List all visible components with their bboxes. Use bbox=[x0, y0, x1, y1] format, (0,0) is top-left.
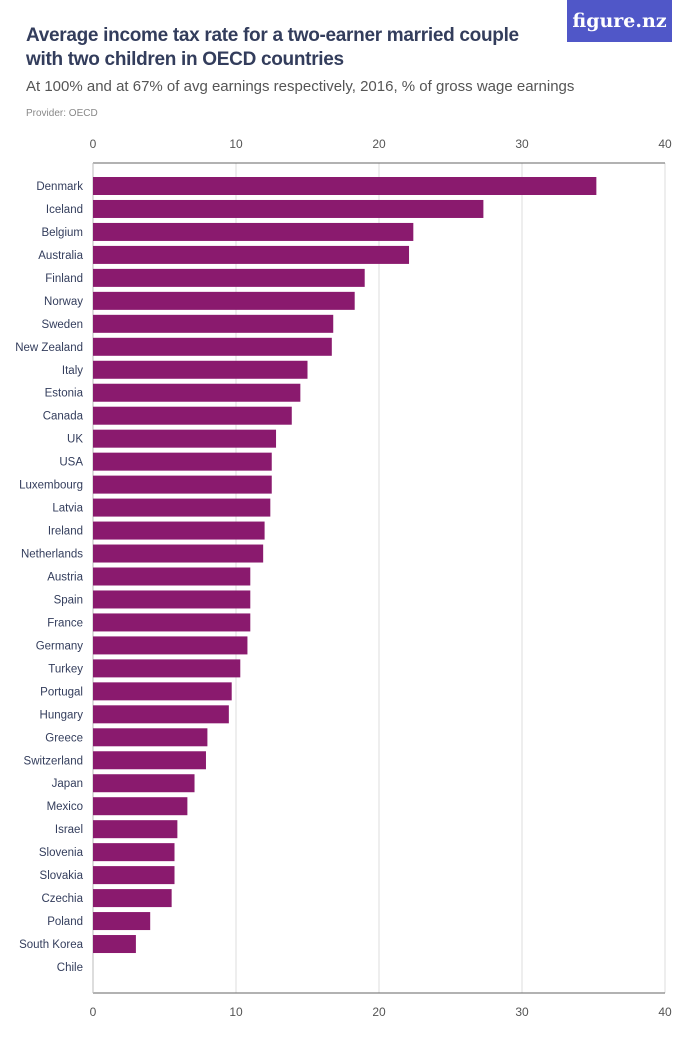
bar-switzerland bbox=[93, 751, 206, 770]
category-label: Estonia bbox=[45, 388, 84, 400]
category-label: Slovakia bbox=[40, 870, 84, 882]
category-label: Ireland bbox=[48, 526, 83, 538]
category-label: Norway bbox=[44, 296, 83, 308]
bar-greece bbox=[93, 728, 208, 747]
chart-title: Average income tax rate for a two-earner… bbox=[26, 25, 519, 70]
bar-norway bbox=[93, 291, 355, 310]
bar-israel bbox=[93, 820, 178, 839]
bar-finland bbox=[93, 268, 365, 287]
x-tick-label-bottom: 0 bbox=[90, 1005, 97, 1019]
category-label: Hungary bbox=[40, 709, 84, 721]
provider-label: Provider: OECD bbox=[26, 108, 98, 119]
x-tick-label-top: 10 bbox=[229, 137, 243, 151]
chart-subtitle: At 100% and at 67% of avg earnings respe… bbox=[26, 78, 575, 95]
bar-turkey bbox=[93, 659, 241, 678]
category-label: Luxembourg bbox=[19, 480, 83, 492]
category-label: Iceland bbox=[46, 204, 83, 216]
category-label: UK bbox=[67, 434, 83, 446]
bar-estonia bbox=[93, 383, 301, 402]
bar-ireland bbox=[93, 521, 265, 540]
bar-australia bbox=[93, 245, 410, 264]
figure-nz-logo[interactable]: figure.nz bbox=[567, 0, 672, 42]
bar-czechia bbox=[93, 889, 172, 908]
bar-mexico bbox=[93, 797, 188, 816]
bar-new-zealand bbox=[93, 337, 332, 356]
category-label: Turkey bbox=[48, 663, 83, 675]
x-tick-label-top: 0 bbox=[90, 137, 97, 151]
bar-poland bbox=[93, 912, 151, 931]
category-label: Sweden bbox=[41, 319, 83, 331]
category-label: Denmark bbox=[36, 181, 83, 193]
x-tick-label-bottom: 20 bbox=[372, 1005, 386, 1019]
bar-belgium bbox=[93, 222, 414, 241]
category-label: Mexico bbox=[47, 801, 83, 813]
category-label: Poland bbox=[47, 916, 83, 928]
bar-spain bbox=[93, 590, 251, 609]
bar-france bbox=[93, 613, 251, 632]
bar-south-korea bbox=[93, 935, 136, 954]
category-label: Japan bbox=[52, 778, 83, 790]
x-tick-label-top: 30 bbox=[515, 137, 529, 151]
bar-netherlands bbox=[93, 544, 264, 563]
bar-latvia bbox=[93, 498, 271, 517]
category-label: South Korea bbox=[19, 939, 84, 951]
category-label: Finland bbox=[45, 273, 83, 285]
category-label: Chile bbox=[57, 962, 83, 974]
category-label: Netherlands bbox=[21, 549, 83, 561]
category-label: Latvia bbox=[52, 503, 83, 515]
x-tick-label-top: 40 bbox=[658, 137, 672, 151]
bar-hungary bbox=[93, 705, 229, 724]
bar-portugal bbox=[93, 682, 232, 701]
bar-italy bbox=[93, 360, 308, 379]
bar-usa bbox=[93, 452, 272, 471]
x-tick-label-bottom: 30 bbox=[515, 1005, 529, 1019]
category-label: Spain bbox=[54, 594, 83, 606]
bar-uk bbox=[93, 429, 277, 448]
category-label: Austria bbox=[47, 572, 83, 584]
category-label: Slovenia bbox=[39, 847, 84, 859]
bar-germany bbox=[93, 636, 248, 655]
x-tick-label-bottom: 10 bbox=[229, 1005, 243, 1019]
bar-austria bbox=[93, 567, 251, 586]
category-label: Israel bbox=[55, 824, 83, 836]
category-label: USA bbox=[59, 457, 83, 469]
category-label: Canada bbox=[43, 411, 84, 423]
category-label: Italy bbox=[62, 365, 83, 377]
category-label: Australia bbox=[38, 250, 83, 262]
category-label: Portugal bbox=[40, 686, 83, 698]
x-tick-label-bottom: 40 bbox=[658, 1005, 672, 1019]
bar-slovakia bbox=[93, 866, 175, 885]
bar-slovenia bbox=[93, 843, 175, 862]
category-label: Germany bbox=[36, 640, 84, 652]
category-label: Belgium bbox=[41, 227, 83, 239]
bar-denmark bbox=[93, 177, 597, 195]
category-label: New Zealand bbox=[15, 342, 83, 354]
bar-japan bbox=[93, 774, 195, 793]
category-label: Czechia bbox=[41, 893, 83, 905]
x-tick-label-top: 20 bbox=[372, 137, 386, 151]
bar-luxembourg bbox=[93, 475, 272, 494]
category-label: France bbox=[47, 617, 83, 629]
category-label: Greece bbox=[45, 732, 83, 744]
category-label: Switzerland bbox=[24, 755, 83, 767]
bar-canada bbox=[93, 406, 292, 425]
bar-sweden bbox=[93, 314, 334, 333]
bar-iceland bbox=[93, 199, 484, 218]
